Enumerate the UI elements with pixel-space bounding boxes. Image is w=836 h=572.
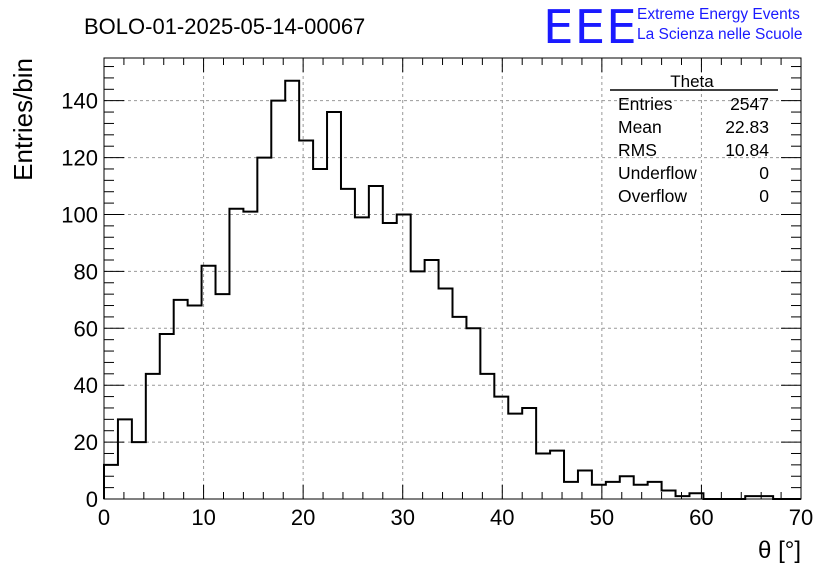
y-tick-labels: 0 20 40 60 80 100 120 140 <box>61 89 98 512</box>
chart-title: BOLO-01-2025-05-14-00067 <box>84 14 365 39</box>
y-tick-label: 20 <box>74 430 98 455</box>
axis-ticks <box>103 58 802 500</box>
logo-line-2: La Scienza nelle Scuole <box>637 26 803 43</box>
stats-label: Underflow <box>618 163 697 183</box>
stats-label: Entries <box>618 94 673 114</box>
y-tick-label: 140 <box>61 89 98 114</box>
x-tick-label: 20 <box>291 505 315 530</box>
y-tick-label: 60 <box>74 316 98 341</box>
stats-label: Mean <box>618 117 662 137</box>
eee-logo: EEE Extreme Energy Events La Scienza nel… <box>543 0 833 54</box>
stats-label: RMS <box>618 140 657 160</box>
stats-box: Theta Entries 2547 Mean 22.83 RMS 10.84 Underf… <box>610 72 778 206</box>
x-tick-labels: 0 10 20 30 40 50 60 70 <box>98 505 813 530</box>
y-tick-label: 100 <box>61 202 98 227</box>
stats-value: 0 <box>759 186 769 206</box>
x-tick-label: 10 <box>191 505 215 530</box>
x-tick-label: 60 <box>689 505 713 530</box>
logo-line-1: Extreme Energy Events <box>637 6 800 23</box>
plot-frame <box>103 57 802 500</box>
eee-logo-mark: EEE <box>543 0 638 54</box>
histogram-outline <box>103 79 801 500</box>
y-tick-label: 0 <box>86 487 98 512</box>
y-axis-label: Entries/bin <box>8 58 38 181</box>
stats-value: 2547 <box>730 94 769 114</box>
stats-title: Theta <box>670 72 714 91</box>
grid-lines <box>104 58 801 499</box>
x-tick-label: 70 <box>789 505 813 530</box>
y-tick-label: 120 <box>61 146 98 171</box>
y-tick-label: 40 <box>74 373 98 398</box>
stats-value: 22.83 <box>725 117 769 137</box>
x-tick-label: 30 <box>390 505 414 530</box>
y-tick-label: 80 <box>74 259 98 284</box>
stats-value: 10.84 <box>725 140 769 160</box>
stats-label: Overflow <box>618 186 687 206</box>
x-tick-label: 0 <box>98 505 110 530</box>
x-tick-label: 40 <box>490 505 514 530</box>
stats-value: 0 <box>759 163 769 183</box>
x-axis-label: θ [°] <box>758 537 801 564</box>
x-tick-label: 50 <box>590 505 614 530</box>
